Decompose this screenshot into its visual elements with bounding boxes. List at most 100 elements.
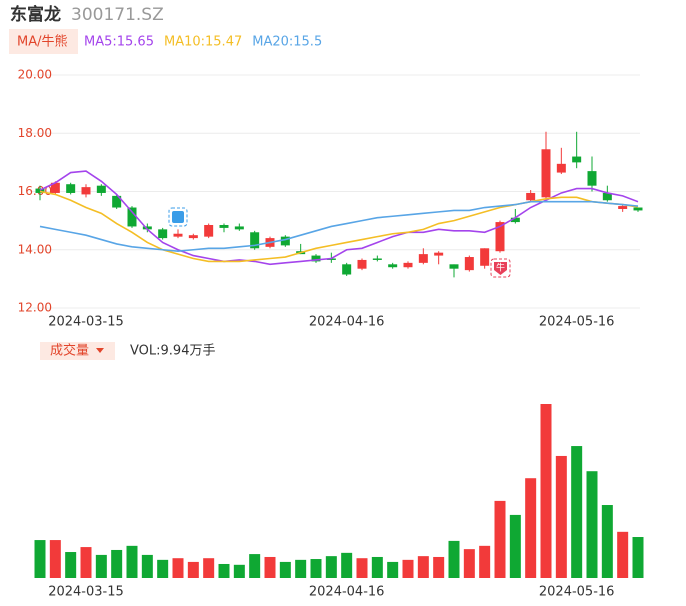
volume-bar [172,558,184,578]
volume-bar [203,558,215,578]
volume-bar [80,547,92,578]
volume-bar [402,559,414,578]
volume-bar [49,540,61,578]
x-tick-label: 2024-04-16 [309,315,385,330]
candle-body [280,236,290,246]
ma-line [39,190,639,263]
volume-bar [448,540,460,578]
ma-line [39,200,639,253]
volume-bar [126,545,138,578]
volume-panel: 2024-03-15 2024-04-16 2024-05-16 [34,404,644,600]
candle-body [495,222,505,252]
volume-bar [279,561,291,578]
volume-bar [111,549,123,578]
volume-bar [157,559,169,578]
candle-body [510,217,520,223]
ma-line [39,170,639,266]
candle-body [204,224,214,237]
legend-entry: MA10:15.47 [164,35,242,50]
volume-bar [264,556,276,578]
candle-body [234,226,244,230]
volume-bar [310,559,322,578]
legend-entry: MA5:15.65 [84,35,154,50]
volume-bar [325,556,337,578]
bull-badge-text: 牛 [496,262,505,274]
candle-body [434,252,444,256]
candle-body [81,187,91,195]
volume-bar [34,540,46,578]
volume-bar [601,505,613,578]
volume-title: VOL:9.94万手 [130,344,215,359]
candle-body [418,254,428,263]
volume-bar [341,552,353,578]
candle-body [572,156,582,163]
candle-body [35,188,45,193]
volume-bar [571,446,583,578]
candle-body [541,149,551,198]
x-tick-label: 2024-03-15 [48,315,124,330]
volume-bar [555,455,567,578]
volume-button-bg[interactable] [40,342,115,360]
x-tick-label: 2024-05-16 [539,585,615,600]
candle-body [219,224,229,228]
x-tick-label: 2024-05-16 [539,315,615,330]
volume-bar [233,564,245,578]
x-tick-label: 2024-04-16 [309,585,385,600]
candle-body [127,207,137,227]
candle-body [388,264,398,268]
y-tick-label: 18.00 [18,126,52,140]
candle-body [357,259,367,269]
ma-button[interactable]: MA/牛熊 [17,34,68,50]
volume-bar [586,471,598,578]
candle-body [449,264,459,269]
candle-body [158,229,168,239]
y-tick-label: 12.00 [18,301,52,315]
volume-bar [417,556,429,578]
x-tick-label: 2024-03-15 [48,585,124,600]
volume-bar [525,478,537,578]
candle-body [618,206,628,209]
bull-badge: 牛 [490,258,511,278]
y-tick-label: 14.00 [18,242,52,256]
volume-bar [371,556,383,578]
candle-body [250,232,260,249]
candle-body [50,182,60,193]
volume-bar [387,561,399,578]
candle-body [173,233,183,237]
candle-body [342,264,352,275]
volume-bar [617,531,629,578]
volume-bar [249,554,261,578]
stock-code: 300171.SZ [71,5,164,25]
volume-bar [463,549,475,578]
volume-bar [218,563,230,578]
candle-body [372,258,382,260]
volume-button[interactable]: 成交量 [50,343,89,359]
candle-body [403,262,413,268]
dropdown-arrow[interactable] [96,348,104,353]
volume-bar [65,552,77,578]
candle-body [96,185,106,193]
volume-bar [95,554,107,578]
candle-body [526,192,536,201]
legend-entry: MA20:15.5 [252,35,322,50]
candle-body [188,235,198,239]
y-tick-label: 20.00 [18,68,52,82]
candle-body [633,207,643,211]
bear-badge [168,207,188,227]
candle-body [112,195,122,208]
volume-bar [141,554,153,578]
volume-bar [540,404,552,578]
volume-bar [479,545,491,578]
volume-bar [509,514,521,578]
volume-bar [632,537,644,578]
candle-body [587,171,597,186]
ma-button-bg[interactable] [9,29,78,54]
volume-bar [295,559,307,578]
candle-body [556,163,566,173]
candle-body [142,226,152,230]
candle-body [464,257,474,271]
volume-bar [494,500,506,578]
candle-body [480,248,490,266]
